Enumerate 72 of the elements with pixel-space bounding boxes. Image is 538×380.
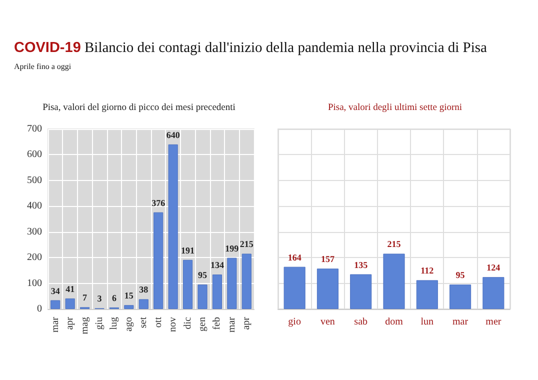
bar: [198, 284, 208, 309]
data-label: 199: [225, 243, 240, 254]
bar: [350, 274, 372, 309]
bar: [316, 268, 338, 309]
x-tick-label: sab: [354, 316, 368, 328]
y-tick-label: 0: [37, 304, 42, 314]
data-label: 95: [456, 270, 466, 280]
bar: [154, 212, 164, 309]
x-tick-label: gen: [197, 317, 208, 332]
x-tick-label: gio: [288, 316, 301, 328]
x-tick-label: feb: [212, 317, 223, 330]
data-label: 164: [288, 252, 302, 262]
data-label: 191: [181, 245, 196, 256]
x-tick-label: nov: [168, 317, 179, 332]
bar: [124, 305, 134, 309]
x-tick-label: lug: [108, 317, 120, 330]
bar: [450, 284, 472, 309]
x-tick-label: mag: [79, 317, 90, 334]
chart-title: Pisa, valori degli ultimi sette giorni: [326, 103, 464, 115]
bar: [50, 300, 60, 309]
data-label: 112: [420, 266, 434, 276]
y-tick-label: 200: [27, 252, 42, 264]
data-label: 41: [66, 284, 76, 294]
bar: [227, 258, 237, 309]
x-tick-label: mer: [486, 316, 502, 328]
y-tick-label: 300: [27, 226, 42, 238]
bar: [138, 299, 148, 309]
bar: [65, 298, 75, 309]
chart-title: COVID-19 Bilancio dei contagi dall'inizio della pandemia nella provincia di Pisa: [14, 40, 487, 57]
bar: [416, 280, 438, 309]
bar: [482, 277, 504, 309]
y-tick-label: 500: [27, 174, 42, 186]
data-label: 215: [387, 239, 402, 250]
x-tick-label: mar: [50, 316, 61, 333]
chart-subtitle: Aprile fino a oggi: [14, 62, 72, 71]
data-label: 3: [97, 294, 102, 304]
data-label: 6: [112, 292, 117, 303]
x-tick-label: ott: [152, 316, 164, 328]
bar: [242, 254, 252, 309]
data-label: 376: [152, 198, 166, 208]
data-label: 135: [354, 260, 368, 270]
x-tick-label: ago: [123, 317, 134, 332]
data-label: 7: [82, 292, 88, 303]
bar: [383, 254, 405, 309]
x-tick-label: dic: [182, 316, 194, 330]
bar: [168, 144, 178, 309]
data-label: 640: [166, 130, 180, 140]
x-tick-label: apr: [64, 316, 76, 330]
data-label: 157: [320, 254, 335, 264]
y-tick-label: 400: [27, 200, 42, 212]
x-tick-label: lun: [420, 316, 434, 328]
data-label: 38: [139, 284, 149, 295]
x-tick-label: apr: [241, 316, 252, 330]
x-tick-label: ven: [320, 316, 335, 328]
bar: [183, 260, 193, 309]
data-label: 134: [210, 260, 224, 270]
x-tick-label: mar: [452, 316, 469, 328]
data-label: 15: [124, 290, 134, 301]
bar: [284, 266, 306, 309]
y-tick-label: 600: [27, 149, 42, 160]
data-label: 34: [50, 286, 60, 296]
data-label: 124: [486, 262, 501, 273]
bar: [212, 274, 222, 309]
x-tick-label: giu: [94, 317, 105, 330]
data-label: 215: [240, 239, 254, 250]
x-tick-label: mar: [226, 316, 238, 333]
x-tick-label: set: [138, 316, 150, 328]
y-tick-label: 700: [27, 124, 42, 134]
data-label: 95: [198, 270, 208, 280]
y-tick-label: 100: [27, 278, 42, 289]
text: Pisa, valori del giorno di picco dei mesi precedenti: [42, 103, 236, 115]
x-tick-label: dom: [385, 316, 404, 328]
